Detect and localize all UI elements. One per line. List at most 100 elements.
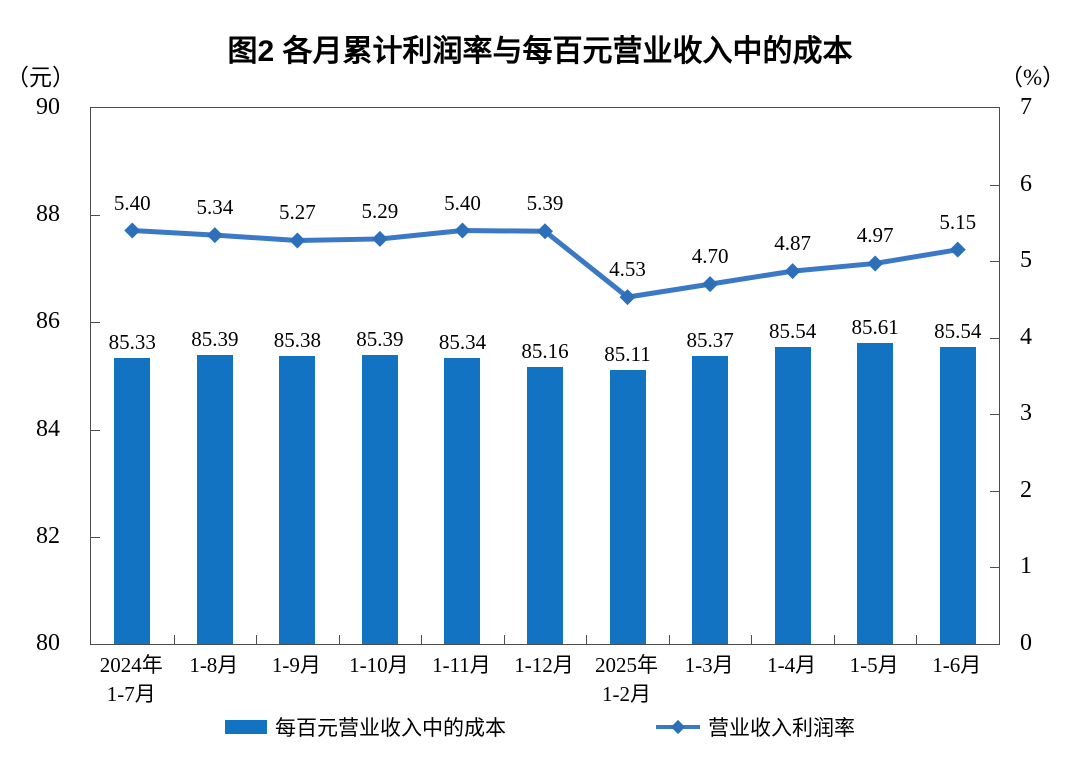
diamond-marker-icon bbox=[670, 719, 686, 735]
line-value-label: 4.53 bbox=[609, 257, 646, 282]
cost-bar bbox=[609, 370, 646, 644]
cost-bar bbox=[196, 355, 233, 644]
bar-value-label: 85.16 bbox=[521, 339, 569, 364]
x-axis-tick bbox=[586, 635, 588, 644]
cost-bar bbox=[939, 347, 976, 644]
x-axis-tick bbox=[338, 635, 340, 644]
left-axis-tick-label: 84 bbox=[36, 415, 60, 442]
x-axis-category-label: 1-5月 bbox=[849, 653, 899, 677]
x-axis-tick bbox=[833, 635, 835, 644]
bar-series-swatch bbox=[225, 720, 267, 734]
line-value-label: 5.29 bbox=[361, 198, 399, 223]
x-axis-category-label: 1-11月 bbox=[432, 653, 491, 677]
x-axis-category-label: 1-3月 bbox=[684, 653, 734, 677]
legend-bar-label: 每百元营业收入中的成本 bbox=[275, 716, 506, 740]
cost-bar bbox=[774, 347, 811, 644]
x-axis-tick bbox=[173, 635, 175, 644]
right-axis-tick bbox=[990, 567, 999, 569]
bar-value-label: 85.11 bbox=[604, 342, 651, 367]
cost-bar bbox=[692, 356, 729, 644]
line-point-marker bbox=[371, 230, 388, 247]
line-point-marker bbox=[619, 289, 636, 306]
cost-bar bbox=[114, 358, 151, 644]
line-value-label: 4.70 bbox=[691, 244, 729, 269]
x-axis-category-label: 1-12月 bbox=[514, 653, 574, 677]
cost-bar bbox=[444, 357, 481, 644]
x-axis-category-label: 2024年 1-7月 bbox=[99, 653, 163, 706]
x-axis-category-label: 1-10月 bbox=[349, 653, 409, 677]
cost-bar bbox=[361, 355, 398, 644]
right-axis-tick bbox=[990, 414, 999, 416]
left-axis-tick bbox=[91, 215, 100, 217]
x-axis-category-label: 1-4月 bbox=[767, 653, 817, 677]
left-axis-tick bbox=[91, 322, 100, 324]
line-point-marker bbox=[867, 255, 884, 272]
line-point-marker bbox=[537, 223, 553, 240]
right-axis-tick-label: 4 bbox=[1020, 323, 1032, 350]
right-axis-tick bbox=[990, 337, 999, 339]
line-value-label: 5.40 bbox=[113, 190, 151, 215]
line-value-label: 4.87 bbox=[774, 231, 811, 256]
right-axis-tick-label: 0 bbox=[1020, 630, 1032, 656]
right-axis-tick-label: 6 bbox=[1020, 170, 1032, 197]
line-value-label: 5.39 bbox=[526, 191, 564, 216]
line-value-label: 5.15 bbox=[939, 209, 977, 234]
line-point-marker bbox=[124, 222, 141, 239]
legend-line-label: 营业收入利润率 bbox=[708, 716, 855, 740]
line-point-marker bbox=[949, 241, 966, 258]
line-point-marker bbox=[289, 232, 306, 249]
line-value-label: 5.27 bbox=[278, 200, 316, 225]
cost-bar bbox=[279, 355, 316, 644]
chart-legend: 每百元营业收入中的成本 营业收入利润率 bbox=[0, 712, 1080, 742]
bar-value-label: 85.39 bbox=[191, 327, 239, 352]
left-axis-tick-label: 82 bbox=[36, 522, 60, 549]
right-axis-tick bbox=[990, 184, 999, 186]
bar-value-label: 85.37 bbox=[686, 328, 734, 353]
line-value-label: 5.34 bbox=[196, 195, 234, 220]
x-axis-category-label: 2025年 1-2月 bbox=[595, 653, 659, 706]
left-axis-tick bbox=[91, 536, 100, 538]
bar-value-label: 85.54 bbox=[769, 319, 817, 344]
line-point-marker bbox=[206, 227, 223, 244]
bar-value-label: 85.38 bbox=[273, 327, 321, 352]
legend-item-profit-rate: 营业收入利润率 bbox=[656, 712, 855, 742]
line-series-swatch bbox=[656, 719, 700, 735]
right-axis-unit-label: （%） bbox=[1000, 65, 1066, 90]
x-axis-category-label: 1-8月 bbox=[189, 653, 239, 677]
legend-item-cost: 每百元营业收入中的成本 bbox=[225, 712, 506, 742]
line-point-marker bbox=[702, 276, 719, 293]
left-axis-tick-label: 90 bbox=[36, 94, 60, 120]
right-axis-tick-label: 2 bbox=[1020, 476, 1032, 503]
bar-value-label: 85.33 bbox=[108, 330, 156, 355]
x-axis-tick bbox=[421, 635, 423, 644]
left-axis-tick-label: 80 bbox=[36, 630, 60, 656]
x-axis-tick bbox=[256, 635, 258, 644]
bar-value-label: 85.54 bbox=[934, 319, 982, 344]
right-axis-tick-label: 7 bbox=[1020, 94, 1032, 120]
bar-value-label: 85.39 bbox=[356, 327, 404, 352]
profit-rate-line-layer bbox=[124, 222, 966, 306]
left-axis-tick-label: 88 bbox=[36, 201, 60, 228]
right-axis-tick-label: 5 bbox=[1020, 247, 1032, 274]
right-axis-tick-label: 3 bbox=[1020, 400, 1032, 427]
right-axis-tick bbox=[990, 261, 999, 263]
line-value-label: 5.40 bbox=[444, 190, 481, 215]
plot-area: 85.33 85.39 85.38 85.39 85.34 85.16 85.11 85.37… bbox=[90, 107, 1000, 645]
left-axis-tick bbox=[91, 429, 100, 431]
chart-title: 图2 各月累计利润率与每百元营业收入中的成本 bbox=[227, 35, 853, 68]
bar-value-label: 85.61 bbox=[851, 315, 899, 340]
x-axis-category-label: 1-9月 bbox=[271, 653, 321, 677]
line-point-marker bbox=[454, 222, 471, 239]
x-axis-tick bbox=[668, 635, 670, 644]
bar-value-label: 85.34 bbox=[438, 329, 487, 354]
x-axis-tick bbox=[503, 635, 505, 644]
cost-bar bbox=[857, 343, 894, 644]
x-axis-tick bbox=[751, 635, 753, 644]
left-axis-unit-label: （元） bbox=[6, 65, 75, 90]
left-axis-tick-label: 86 bbox=[36, 308, 60, 335]
line-point-marker bbox=[784, 263, 801, 280]
right-axis-tick-label: 1 bbox=[1020, 553, 1032, 580]
right-axis-tick bbox=[990, 490, 999, 492]
line-value-label: 4.97 bbox=[856, 223, 894, 248]
